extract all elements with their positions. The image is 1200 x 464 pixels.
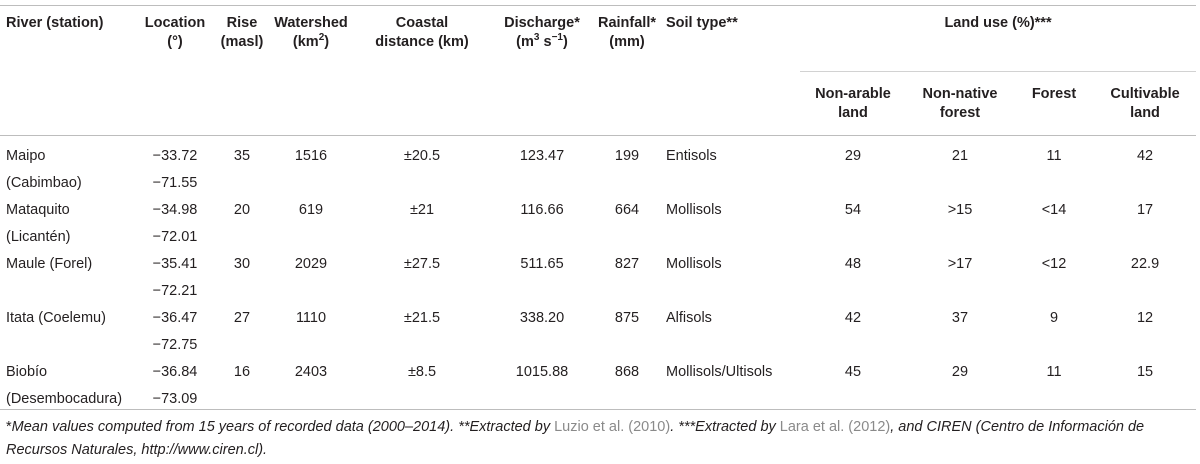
cell-coastal-distance: ±27.5 <box>403 256 441 272</box>
table-body: Maipo (Cabimbao) −33.72 −71.55 35 1516 ±20.5 12… <box>0 136 1196 414</box>
cell-coastal-distance: ±21 <box>409 202 435 218</box>
cell-non-native-forest: 37 <box>951 310 969 326</box>
cell-location: −33.72 −71.55 <box>152 148 198 191</box>
cell-discharge: 1015.88 <box>515 364 569 380</box>
cell-cultivable-land: 17 <box>1136 202 1154 218</box>
table-row: Maipo (Cabimbao) −33.72 −71.55 35 1516 ±20.5 12… <box>0 136 1196 198</box>
cell-non-native-forest: 29 <box>951 364 969 380</box>
cell-soil-type: Entisols <box>666 148 717 164</box>
cell-non-arable-land: 54 <box>844 202 862 218</box>
reference-link-luzio[interactable]: Luzio et al. (2010) <box>554 419 671 435</box>
cell-rainfall: 827 <box>614 256 640 272</box>
cell-river: Maipo (Cabimbao) <box>6 148 82 191</box>
cell-watershed: 2403 <box>294 364 328 380</box>
header-cultivable-land: Cultivable land <box>1094 71 1197 136</box>
header-location: Location (°) <box>144 15 206 50</box>
header-non-arable-land: Non-arable land <box>800 71 906 136</box>
cell-watershed: 1516 <box>294 148 328 164</box>
cell-forest: 9 <box>1049 310 1059 326</box>
cell-discharge: 116.66 <box>520 202 564 218</box>
cell-river: Mataquito (Licantén) <box>6 202 71 245</box>
table-row: Maule (Forel) −35.41 −72.21 30 2029 ±27.5 511.… <box>0 251 1196 305</box>
header-non-native-forest: Non-native forest <box>906 71 1014 136</box>
cell-river: Maule (Forel) <box>6 256 93 272</box>
cell-soil-type: Alfisols <box>666 310 712 326</box>
cell-location: −36.47 −72.75 <box>152 310 198 353</box>
cell-forest: 11 <box>1046 364 1062 380</box>
cell-location: −35.41 −72.21 <box>152 256 198 299</box>
river-data-table: River (station) Location (°) Rise (masl) W… <box>0 5 1197 414</box>
cell-non-native-forest: >15 <box>947 202 973 218</box>
table-footnote: *Mean values computed from 15 years of r… <box>6 419 1145 458</box>
table-row: Mataquito (Licantén) −34.98 −72.01 20 619 ±21 1… <box>0 197 1196 251</box>
cell-rise: 20 <box>233 202 251 218</box>
header-discharge: Discharge* (m3 s−1) <box>504 15 580 50</box>
cell-coastal-distance: ±20.5 <box>403 148 441 164</box>
cell-watershed: 1110 <box>295 310 327 326</box>
header-rise: Rise (masl) <box>220 15 264 50</box>
cell-non-native-forest: >17 <box>947 256 973 272</box>
cell-cultivable-land: 22.9 <box>1130 256 1160 272</box>
header-soil-type: Soil type** <box>666 15 738 31</box>
table-bottom-rule <box>0 409 1196 410</box>
cell-watershed: 619 <box>298 202 324 218</box>
header-river: River (station) <box>6 15 104 31</box>
table-row: Biobío (Desembocadura) −36.84 −73.09 16 2403 ±… <box>0 359 1196 413</box>
table-row: Itata (Coelemu) −36.47 −72.75 27 1110 ±21.5 33… <box>0 305 1196 359</box>
cell-rise: 27 <box>233 310 251 326</box>
cell-rise: 35 <box>233 148 251 164</box>
cell-non-arable-land: 45 <box>844 364 862 380</box>
cell-watershed: 2029 <box>294 256 328 272</box>
header-coastal-distance: Coastal distance (km) <box>375 15 469 50</box>
cell-forest: 11 <box>1046 148 1062 164</box>
cell-non-arable-land: 48 <box>844 256 862 272</box>
cell-rainfall: 199 <box>614 148 640 164</box>
cell-river: Itata (Coelemu) <box>6 310 106 326</box>
header-watershed: Watershed (km2) <box>274 15 348 50</box>
cell-coastal-distance: ±8.5 <box>407 364 437 380</box>
cell-discharge: 123.47 <box>519 148 565 164</box>
cell-location: −36.84 −73.09 <box>152 364 198 407</box>
header-forest: Forest <box>1014 71 1094 136</box>
cell-location: −34.98 −72.01 <box>152 202 198 245</box>
cell-river: Biobío (Desembocadura) <box>6 364 123 407</box>
cell-cultivable-land: 15 <box>1136 364 1154 380</box>
cell-non-native-forest: 21 <box>951 148 969 164</box>
cell-soil-type: Mollisols <box>666 256 722 272</box>
header-rainfall: Rainfall* (mm) <box>597 15 656 50</box>
cell-forest: <12 <box>1041 256 1067 272</box>
cell-cultivable-land: 42 <box>1136 148 1154 164</box>
cell-rise: 16 <box>233 364 251 380</box>
cell-discharge: 511.65 <box>520 256 564 272</box>
cell-soil-type: Mollisols/Ultisols <box>666 364 773 380</box>
cell-rainfall: 868 <box>614 364 640 380</box>
header-land-use: Land use (%)*** <box>944 15 1052 31</box>
cell-rainfall: 875 <box>614 310 640 326</box>
cell-coastal-distance: ±21.5 <box>403 310 441 326</box>
cell-rainfall: 664 <box>614 202 640 218</box>
cell-soil-type: Mollisols <box>666 202 722 218</box>
header-row-main: River (station) Location (°) Rise (masl) W… <box>0 5 1197 72</box>
cell-non-arable-land: 42 <box>844 310 862 326</box>
header-row-sub: Non-arable land Non-native forest Forest C… <box>0 71 1197 136</box>
cell-discharge: 338.20 <box>519 310 565 326</box>
cell-cultivable-land: 12 <box>1136 310 1154 326</box>
cell-non-arable-land: 29 <box>844 148 862 164</box>
reference-link-lara[interactable]: Lara et al. (2012) <box>779 419 891 435</box>
cell-rise: 30 <box>233 256 251 272</box>
cell-forest: <14 <box>1041 202 1067 218</box>
